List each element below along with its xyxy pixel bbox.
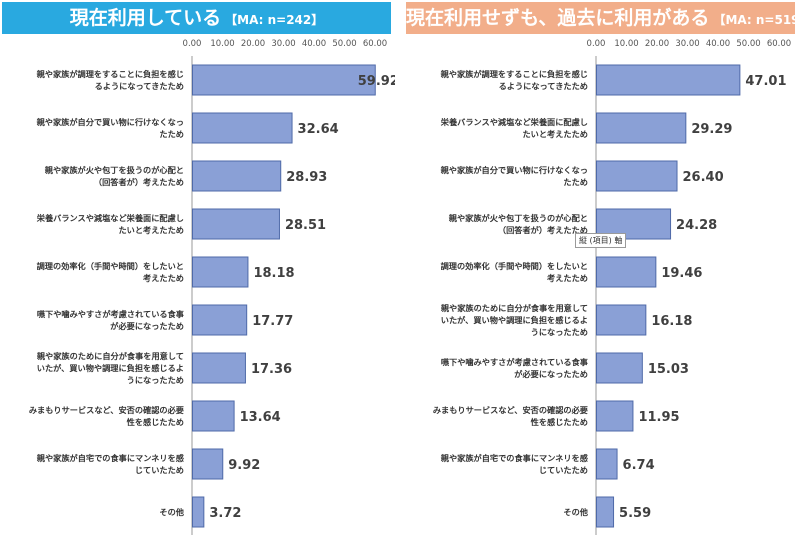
right-value-label: 29.29 bbox=[691, 122, 732, 137]
left-category-label: 親や家族が調理をすることに負担を感じるようになってきたため bbox=[37, 69, 184, 91]
left-bar-chart: 0.00 10.00 20.00 30.00 40.00 50.00 60.00 59.92 親… bbox=[29, 39, 395, 535]
left-bar bbox=[192, 160, 282, 192]
right-bar bbox=[596, 160, 678, 192]
left-category-label: 栄養バランスや減塩など栄養面に配慮したいと考えたため bbox=[36, 213, 184, 235]
left-category-label: 嚥下や噛みやすさが考慮されている食事が必要になったため bbox=[37, 309, 184, 331]
right-category-label: 親や家族が自宅での食事にマンネリを感じていたため bbox=[441, 453, 589, 475]
left-bar bbox=[192, 496, 205, 528]
right-tick-label: 60.00 bbox=[767, 39, 791, 49]
right-value-label: 19.46 bbox=[661, 266, 702, 281]
left-bar bbox=[192, 304, 248, 336]
left-chart-subtitle: 【MA: n=242】 bbox=[225, 13, 324, 27]
right-value-label: 11.95 bbox=[638, 410, 679, 425]
left-bar bbox=[192, 64, 376, 96]
right-bar bbox=[596, 64, 741, 96]
left-chart-title: 現在利用している bbox=[69, 7, 222, 29]
right-value-label: 6.74 bbox=[623, 458, 655, 473]
right-category-label: 嚥下や噛みやすさが考慮されている食事が必要になったため bbox=[441, 357, 588, 379]
left-value-label: 32.64 bbox=[298, 122, 339, 137]
right-bar-chart: 0.00 10.00 20.00 30.00 40.00 50.00 60.00 47.01 親… bbox=[433, 39, 791, 535]
right-category-label: 親や家族が調理をすることに負担を感じるようになってきたため bbox=[441, 69, 588, 91]
right-tick-label: 20.00 bbox=[645, 39, 669, 49]
right-bar bbox=[596, 208, 672, 240]
left-bar bbox=[192, 400, 235, 432]
left-bar bbox=[192, 352, 246, 384]
right-chart-title: 現在利用せずも、過去に利用がある bbox=[406, 7, 710, 29]
left-tick-label: 50.00 bbox=[332, 39, 356, 49]
right-value-label: 26.40 bbox=[683, 170, 724, 185]
right-bar bbox=[596, 256, 657, 288]
left-tick-label: 40.00 bbox=[302, 39, 326, 49]
left-value-label: 3.72 bbox=[209, 506, 241, 521]
axis-tooltip: 縦 (項目) 軸 bbox=[575, 233, 627, 248]
left-value-label: 59.92 bbox=[358, 74, 395, 89]
left-bar bbox=[192, 448, 224, 480]
left-bar bbox=[192, 256, 249, 288]
right-value-label: 24.28 bbox=[676, 218, 717, 233]
right-category-label: 調理の効率化（手間や時間）をしたいと考えたため bbox=[441, 261, 588, 283]
right-tick-label: 50.00 bbox=[736, 39, 760, 49]
right-tick-label: 30.00 bbox=[675, 39, 699, 49]
right-category-label: みまもりサービスなど、安否の確認の必要性を感じたため bbox=[433, 405, 588, 427]
left-bar bbox=[192, 208, 280, 240]
left-value-label: 9.92 bbox=[228, 458, 260, 473]
right-bar bbox=[596, 496, 615, 528]
left-value-label: 13.64 bbox=[240, 410, 281, 425]
right-chart-subtitle: 【MA: n=519】 bbox=[713, 13, 800, 27]
left-value-label: 17.77 bbox=[252, 314, 293, 329]
left-category-label: 親や家族が自宅での食事にマンネリを感じていたため bbox=[37, 453, 185, 475]
right-bar bbox=[596, 112, 687, 144]
right-value-label: 16.18 bbox=[651, 314, 692, 329]
right-value-label: 5.59 bbox=[619, 506, 651, 521]
right-bar bbox=[596, 400, 634, 432]
right-title-bar: 現在利用せずも、過去に利用がある【MA: n=519】 bbox=[406, 2, 800, 34]
right-category-label: 栄養バランスや減塩など栄養面に配慮したいと考えたため bbox=[440, 117, 588, 139]
left-category-label: 親や家族が自分で買い物に行けなくなったため bbox=[37, 117, 184, 139]
right-tick-label: 40.00 bbox=[706, 39, 730, 49]
right-bar bbox=[596, 352, 643, 384]
left-chart-panel: 現在利用している 【MA: n=242】 0.00 10.00 20.00 30.00 4… bbox=[0, 0, 395, 535]
left-tick-label: 0.00 bbox=[183, 39, 202, 49]
left-tick-label: 30.00 bbox=[271, 39, 295, 49]
right-bar bbox=[596, 304, 647, 336]
left-category-label: その他 bbox=[159, 507, 184, 517]
left-value-label: 17.36 bbox=[251, 362, 292, 377]
left-tick-label: 60.00 bbox=[363, 39, 387, 49]
left-category-label: 親や家族が火や包丁を扱うのが心配と（回答者が）考えたため bbox=[45, 165, 184, 187]
right-value-label: 47.01 bbox=[745, 74, 786, 89]
right-category-label: 親や家族のために自分が食事を用意していたが、買い物や調理に負担を感じるようになっ… bbox=[441, 303, 588, 337]
right-bar bbox=[596, 448, 618, 480]
left-bar bbox=[192, 112, 293, 144]
right-value-label: 15.03 bbox=[648, 362, 689, 377]
right-tick-label: 10.00 bbox=[614, 39, 638, 49]
left-title-bar: 現在利用している 【MA: n=242】 bbox=[2, 2, 391, 34]
left-value-label: 28.93 bbox=[286, 170, 327, 185]
left-tick-label: 10.00 bbox=[210, 39, 234, 49]
right-chart-panel: 現在利用せずも、過去に利用がある【MA: n=519】 0.00 10.00 20.… bbox=[404, 0, 800, 535]
left-value-label: 28.51 bbox=[285, 218, 326, 233]
right-category-label: その他 bbox=[563, 507, 588, 517]
left-tick-label: 20.00 bbox=[241, 39, 265, 49]
right-category-label: 親や家族が火や包丁を扱うのが心配と（回答者が）考えたため bbox=[449, 213, 588, 235]
right-tick-label: 0.00 bbox=[587, 39, 606, 49]
left-value-label: 18.18 bbox=[253, 266, 294, 281]
left-category-label: 親や家族のために自分が食事を用意していたが、買い物や調理に負担を感じるようになっ… bbox=[37, 351, 184, 385]
left-category-label: 調理の効率化（手間や時間）をしたいと考えたため bbox=[37, 261, 184, 283]
left-category-label: みまもりサービスなど、安否の確認の必要性を感じたため bbox=[29, 405, 184, 427]
right-category-label: 親や家族が自分で買い物に行けなくなったため bbox=[441, 165, 588, 187]
